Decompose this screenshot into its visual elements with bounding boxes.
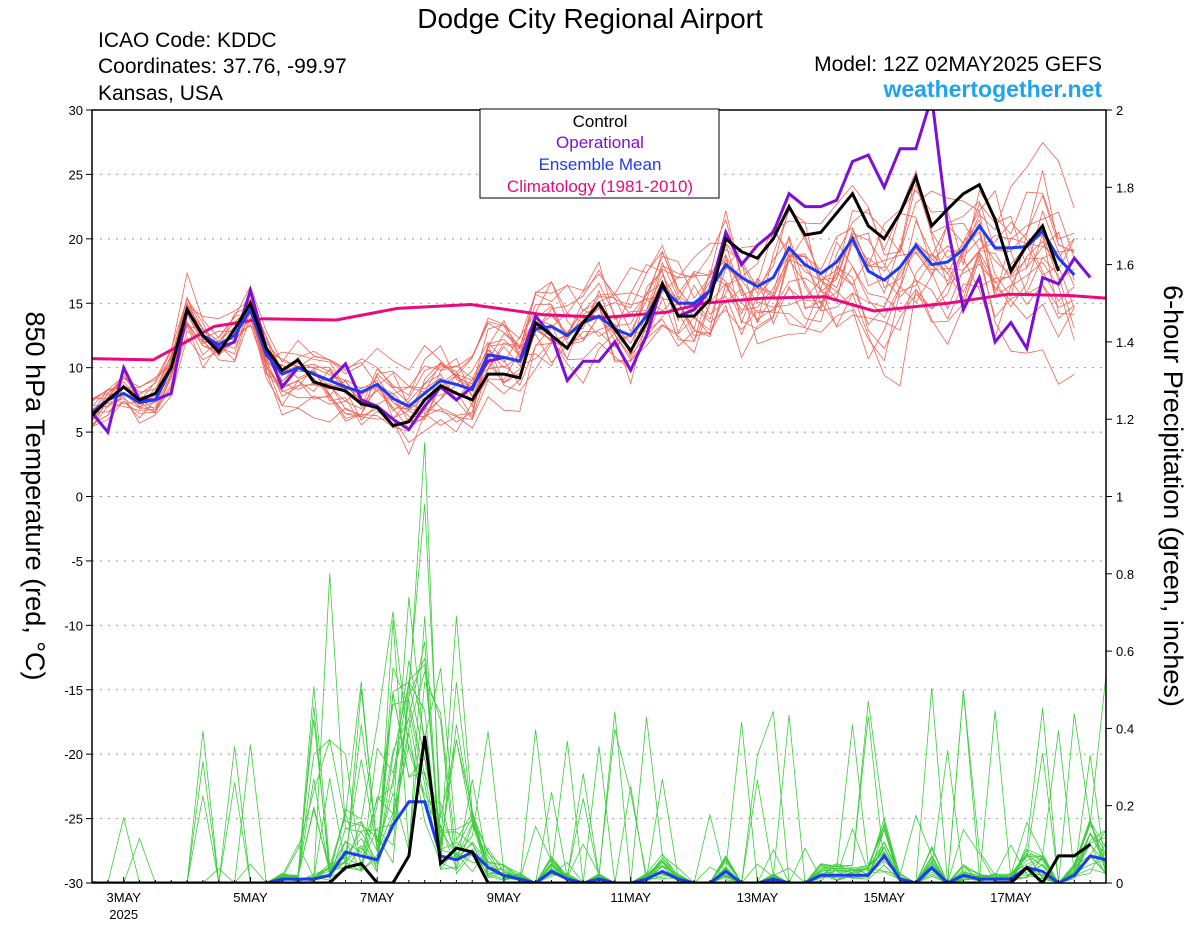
precipitation-member-line bbox=[92, 700, 1106, 883]
y-tick-label: 10 bbox=[69, 361, 83, 376]
temperature-member-line bbox=[92, 256, 1075, 427]
temperature-member-line bbox=[92, 240, 1075, 423]
chart-title: Dodge City Regional Airport bbox=[417, 3, 763, 34]
y-tick-label: 15 bbox=[69, 296, 83, 311]
main-series bbox=[92, 110, 1106, 883]
precipitation-member-line bbox=[92, 680, 1106, 883]
x-tick-label: 11MAY bbox=[610, 890, 651, 905]
legend-control: Control bbox=[573, 112, 628, 131]
precipitation-member-line bbox=[92, 688, 1106, 883]
precipitation-member-line bbox=[92, 657, 1106, 883]
x-tick-label: 15MAY bbox=[863, 890, 905, 905]
precipitation-member-line bbox=[92, 442, 1106, 883]
y-tick-label: -10 bbox=[64, 618, 83, 633]
y2-tick-label: 0.6 bbox=[1116, 644, 1134, 659]
y-tick-label: 30 bbox=[69, 103, 83, 118]
model-run: Model: 12Z 02MAY2025 GEFS bbox=[814, 53, 1102, 76]
x-tick-label: 17MAY bbox=[990, 890, 1032, 905]
precipitation-member-line bbox=[92, 692, 1106, 883]
legend-operational: Operational bbox=[556, 133, 644, 152]
website-link[interactable]: weathertogether.net bbox=[882, 76, 1102, 102]
y-tick-label: -30 bbox=[64, 876, 83, 891]
legend-box bbox=[479, 108, 720, 199]
precipitation-member-line bbox=[92, 597, 1106, 883]
y-tick-label: 20 bbox=[69, 232, 83, 247]
precipitation-member-line bbox=[92, 699, 1106, 883]
icao-code: ICAO Code: KDDC bbox=[98, 29, 277, 52]
y2-tick-label: 1.2 bbox=[1116, 412, 1134, 427]
y2-tick-label: 1.8 bbox=[1116, 180, 1134, 195]
precipitation-member-line bbox=[92, 573, 1106, 883]
legend-climatology: Climatology (1981-2010) bbox=[507, 177, 693, 196]
y-tick-label: 5 bbox=[76, 425, 83, 440]
grid-lines bbox=[92, 173, 1106, 820]
x-tick-year-label: 2025 bbox=[109, 907, 138, 922]
temperature-member-line bbox=[92, 211, 1075, 428]
y-tick-label: -15 bbox=[64, 683, 83, 698]
location: Kansas, USA bbox=[98, 82, 223, 105]
temp-operational-line bbox=[92, 110, 1092, 436]
y-tick-label: -20 bbox=[64, 747, 83, 762]
x-tick-label: 13MAY bbox=[737, 890, 779, 905]
precipitation-member-line bbox=[92, 670, 1106, 883]
x-tick-label: 9MAY bbox=[487, 890, 522, 905]
coordinates: Coordinates: 37.76, -99.97 bbox=[98, 55, 347, 78]
precipitation-member-line bbox=[92, 616, 1106, 883]
precipitation-member-line bbox=[92, 660, 1106, 883]
y2-tick-label: 0 bbox=[1116, 876, 1123, 891]
precipitation-member-line bbox=[92, 667, 1106, 883]
y2-tick-label: 0.4 bbox=[1116, 721, 1134, 736]
precipitation-member-line bbox=[92, 693, 1106, 883]
y2-tick-label: 0.8 bbox=[1116, 567, 1134, 582]
precip-ensemble-mean-line bbox=[92, 800, 1106, 883]
y2-tick-label: 1 bbox=[1116, 490, 1123, 505]
precipitation-member-line bbox=[92, 690, 1106, 883]
axes: 302520151050-5-10-15-20-25-3021.81.61.41… bbox=[64, 103, 1134, 922]
temp-control-line bbox=[92, 172, 1060, 428]
y-axis-label-right: 6-hour Precipitation (green, inches) bbox=[1158, 285, 1188, 707]
y2-tick-label: 1.6 bbox=[1116, 258, 1134, 273]
temperature-member-line bbox=[92, 202, 1075, 424]
precipitation-member-line bbox=[92, 681, 1106, 883]
y2-tick-label: 0.2 bbox=[1116, 799, 1134, 814]
x-tick-label: 7MAY bbox=[360, 890, 395, 905]
y-tick-label: -25 bbox=[64, 812, 83, 827]
y-axis-label-left: 850 hPa Temperature (red, °C) bbox=[20, 312, 50, 681]
precipitation-member-line bbox=[92, 641, 1106, 883]
legend-ensemble-mean: Ensemble Mean bbox=[539, 155, 662, 174]
x-tick-label: 5MAY bbox=[233, 890, 268, 905]
y-tick-label: 25 bbox=[69, 167, 83, 182]
y-tick-label: 0 bbox=[76, 490, 83, 505]
x-tick-label: 3MAY bbox=[106, 890, 141, 905]
legend: Control Operational Ensemble Mean Climat… bbox=[479, 108, 720, 199]
y2-tick-label: 1.4 bbox=[1116, 335, 1134, 350]
y-tick-label: -5 bbox=[71, 554, 83, 569]
y2-tick-label: 2 bbox=[1116, 103, 1123, 118]
precipitation-member-line bbox=[92, 663, 1106, 883]
